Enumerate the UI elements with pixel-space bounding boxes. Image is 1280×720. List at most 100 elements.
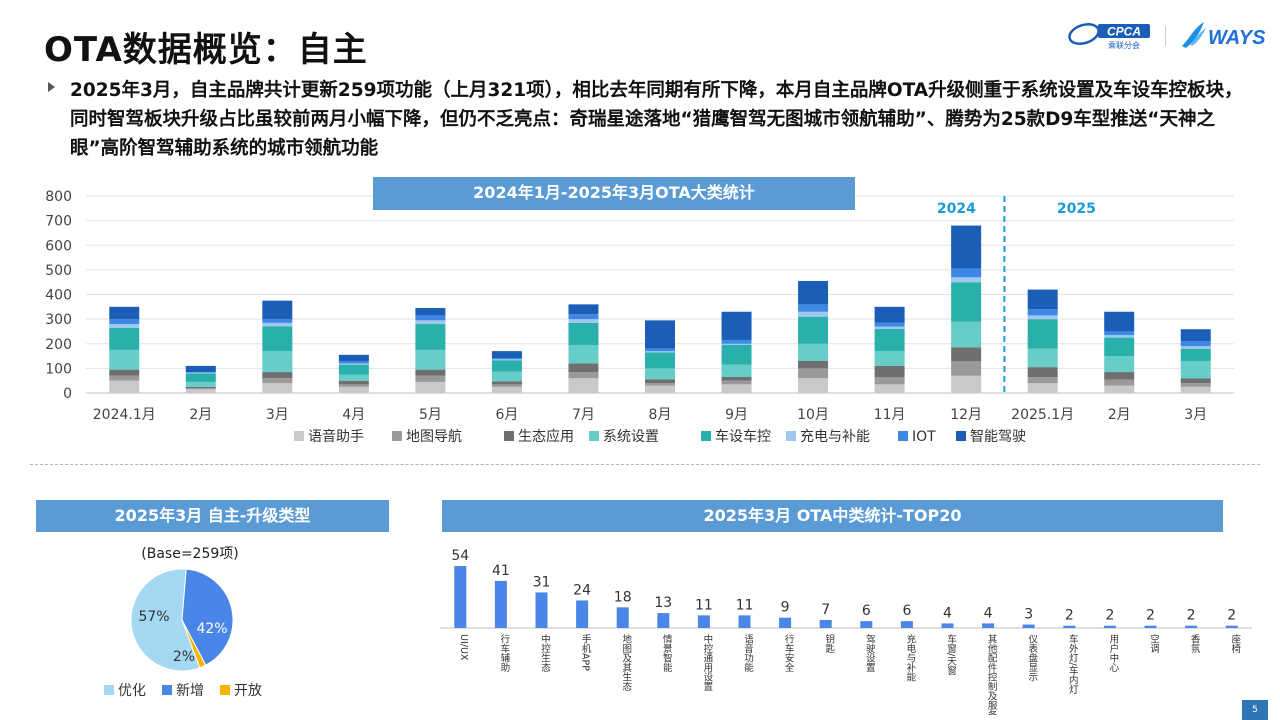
monthly-category-chart: 0 100 200 300 400 500 600 700 800 2024.1月 2月 3月 4月 5月… — [45, 189, 1234, 445]
bar-segment — [568, 344, 599, 364]
bar-segment — [874, 328, 905, 352]
bar-segment — [1180, 329, 1211, 342]
bar-segment — [1180, 360, 1211, 379]
legend-label: 智能驾驶 — [970, 429, 1026, 445]
x-tick-label: 7月 — [572, 407, 595, 423]
top20-value-label: 4 — [943, 605, 952, 621]
bar-segment — [1180, 378, 1211, 384]
y-tick-label: 800 — [45, 189, 72, 205]
bullet-arrow-icon — [48, 82, 55, 92]
bar-segment — [951, 282, 982, 322]
bar-segment — [721, 380, 752, 385]
top20-category-label: 驾驶设置 — [864, 634, 876, 672]
top20-bar — [1063, 625, 1076, 628]
bar-segment — [262, 326, 293, 352]
monthly-chart-banner: 2024年1月-2025年3月OTA大类统计 — [373, 177, 855, 210]
bar-segment — [185, 386, 216, 389]
legend-swatch — [898, 431, 908, 441]
bar-segment — [338, 380, 369, 385]
y-tick-label: 300 — [45, 312, 72, 328]
ways-logo: WAYS — [1182, 22, 1266, 49]
top20-bar — [900, 621, 913, 628]
bar-segment — [491, 359, 522, 361]
top20-value-label: 7 — [821, 602, 830, 618]
top20-value-label: 2 — [1227, 608, 1236, 624]
bar-segment — [1027, 367, 1058, 377]
legend-label: 语音助手 — [308, 428, 364, 445]
cpca-logo: CPCA 乘联分会 — [1068, 23, 1150, 50]
page-title: OTA数据概览：自主 — [44, 30, 368, 70]
bar-segment — [415, 381, 446, 393]
bar-segment — [109, 369, 140, 376]
bar-segment — [109, 380, 140, 393]
bar-segment — [645, 351, 675, 353]
top20-value-label: 18 — [614, 589, 632, 605]
pie-subtitle: (Base=259项) — [141, 546, 238, 562]
bar-segment — [262, 322, 293, 327]
y-tick-label: 600 — [45, 238, 72, 254]
bar-segment — [491, 386, 522, 393]
bar-segment — [568, 322, 599, 345]
top20-category-label: 充电与补能 — [904, 633, 916, 682]
top20-category-label: 其他配件控制及服务 — [986, 634, 998, 715]
top20-bar — [860, 621, 873, 628]
top20-category-label: 中控生态 — [539, 633, 551, 672]
legend-swatch — [294, 431, 304, 441]
bar-segment — [1104, 311, 1135, 332]
bar-segment — [262, 351, 293, 373]
page-number: 5 — [1242, 700, 1268, 720]
pie-legend-label: 新增 — [176, 683, 204, 699]
bar-segment — [338, 386, 369, 393]
pie-slice — [181, 568, 234, 666]
legend-label: 充电与补能 — [800, 429, 870, 445]
top20-category-label: 香氛 — [1189, 634, 1201, 654]
pie-slice — [130, 568, 201, 672]
bar-segment — [185, 381, 216, 387]
bar-segment — [645, 383, 675, 386]
top20-subcategory-chart: 54UI/UX41行车辅助31中控生态24手机APP18地图及其生态13情景智能… — [440, 548, 1252, 715]
top20-category-label: 地图及其生态 — [620, 633, 632, 691]
bar-segment — [568, 314, 599, 320]
top20-category-label: 仪表盘显示 — [1026, 634, 1038, 682]
bar-segment — [109, 349, 140, 370]
top20-value-label: 4 — [984, 605, 993, 621]
bar-segment — [874, 322, 905, 327]
y-tick-label: 100 — [45, 361, 72, 377]
legend-label: IOT — [912, 429, 936, 445]
upgrade-type-pie-chart: (Base=259项) 57% 42%2% 优化 新增 开放 — [104, 546, 262, 699]
bar-segment — [798, 378, 829, 393]
bar-segment — [338, 363, 369, 365]
top20-category-label: 车窗/天窗 — [945, 633, 957, 676]
bar-segment — [951, 268, 982, 278]
pie-legend-swatch — [162, 685, 172, 695]
legend-swatch — [589, 431, 599, 441]
bar-segment — [874, 365, 905, 377]
top20-category-label: 情景智能 — [661, 633, 673, 673]
bar-segment — [415, 369, 446, 376]
top20-category-label: 钥匙 — [823, 633, 835, 654]
section-divider — [30, 464, 1260, 465]
bar-segment — [338, 364, 369, 375]
x-tick-label: 2025.1月 — [1011, 407, 1074, 423]
top20-bar — [576, 600, 589, 628]
bar-segment — [874, 306, 905, 323]
bar-segment — [951, 225, 982, 269]
pie-label-new: 42% — [196, 621, 227, 637]
x-tick-label: 12月 — [950, 407, 982, 423]
bar-segment — [491, 351, 522, 359]
bar-segment — [262, 319, 293, 323]
bar-segment — [1104, 356, 1135, 373]
bar-segment — [1027, 289, 1058, 310]
bar-segment — [1180, 341, 1211, 347]
top20-category-label: UI/UX — [458, 634, 469, 661]
cpca-logo-text: CPCA — [1107, 25, 1141, 39]
bar-segment — [951, 375, 982, 393]
top20-bar — [738, 615, 751, 628]
bar-segment — [415, 315, 446, 321]
upgrade-type-banner: 2025年3月 自主-升级类型 — [36, 500, 389, 532]
top20-value-label: 6 — [862, 603, 871, 619]
logo-divider — [1165, 26, 1166, 46]
top20-category-label: 座椅 — [1229, 633, 1241, 653]
top20-category-label: 行车辅助 — [498, 633, 510, 673]
top20-bar — [982, 623, 995, 628]
